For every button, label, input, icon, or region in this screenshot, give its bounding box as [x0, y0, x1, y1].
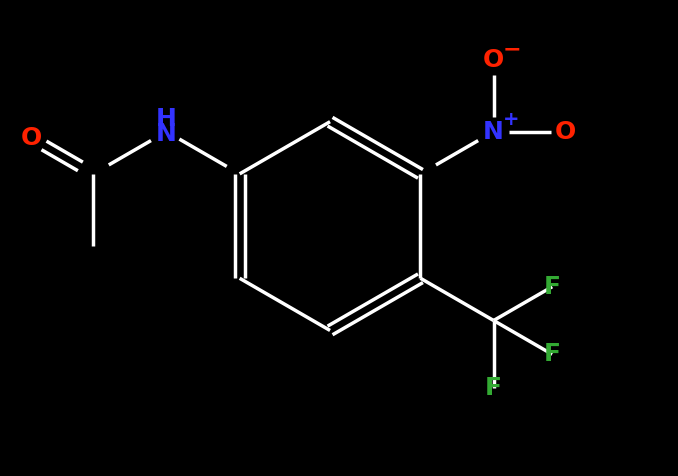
Text: H: H — [156, 107, 177, 131]
Text: −: − — [502, 40, 521, 60]
Text: F: F — [485, 376, 502, 400]
Text: O: O — [483, 48, 504, 72]
Text: F: F — [544, 342, 561, 367]
Text: O: O — [20, 126, 42, 150]
Text: O: O — [555, 119, 576, 144]
Text: F: F — [544, 275, 561, 299]
Text: +: + — [503, 110, 520, 129]
Text: N: N — [156, 121, 177, 146]
Text: N: N — [483, 119, 504, 144]
